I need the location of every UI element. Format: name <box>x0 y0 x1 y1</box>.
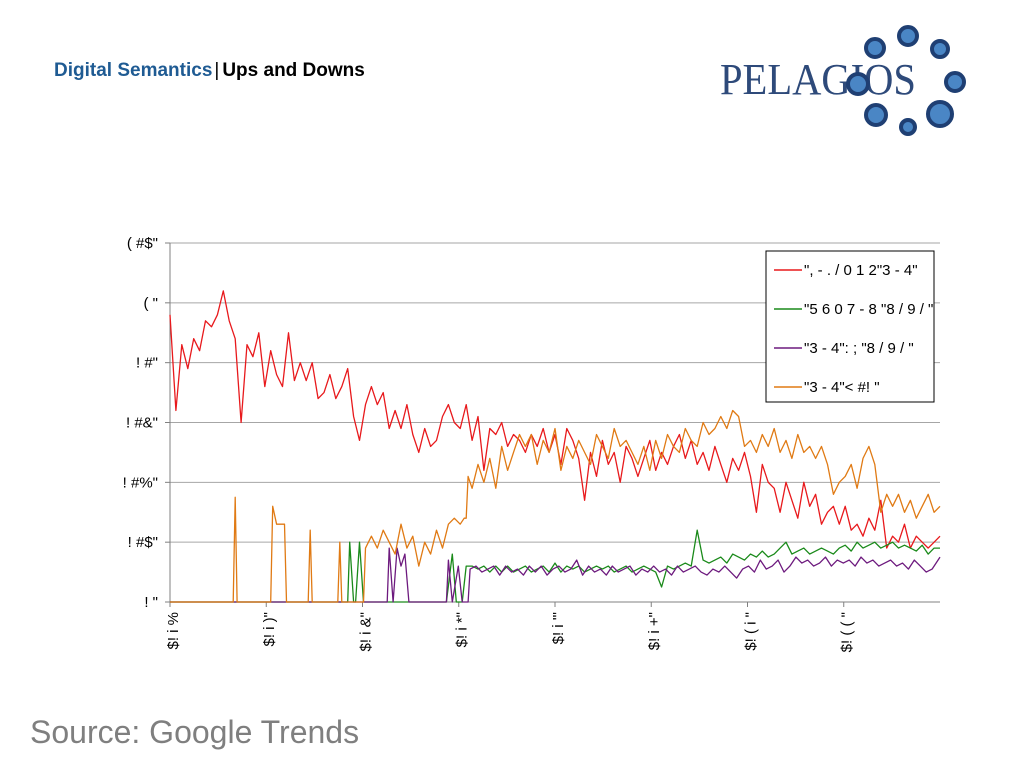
logo-text: PELAGIOS <box>720 55 916 104</box>
logo-circle <box>846 72 870 96</box>
series-line-0 <box>169 290 941 549</box>
legend-label: ", - . / 0 1 2"3 - 4" <box>804 262 918 279</box>
y-tick-label: ! #$" <box>128 534 158 551</box>
x-tick-label: $! i '" <box>550 612 567 644</box>
series-lines <box>169 290 941 603</box>
legend-label: "3 - 4"< #! " <box>804 379 880 396</box>
y-tick-label: ! " <box>144 594 158 611</box>
logo-circle <box>899 118 917 136</box>
logo-circle <box>864 37 886 59</box>
x-tick-label: $! i % <box>165 612 182 650</box>
logo-circle <box>897 25 919 47</box>
x-tick-label: $! ( i " <box>742 612 759 651</box>
chart-legend: ", - . / 0 1 2"3 - 4" "5 6 0 7 - 8 "8 / 9… <box>765 250 935 403</box>
logo-circle <box>930 39 950 59</box>
slide-title: Digital Semantics | Ups and Downs <box>54 60 365 82</box>
x-tick-labels: $! i % $! i )" $! i &" $! i *" $! i '" $! i +… <box>165 612 856 652</box>
legend-box <box>765 250 935 403</box>
series-line-3 <box>170 409 941 603</box>
y-tick-label: ! #&" <box>126 415 158 432</box>
x-tick-label: $! i )" <box>261 612 278 647</box>
y-tick-label: ( #$" <box>127 235 158 252</box>
legend-label: "5 6 0 7 - 8 "8 / 9 / " <box>804 301 933 318</box>
y-tick-label: ! #" <box>136 355 158 372</box>
title-part2: Ups and Downs <box>222 60 365 81</box>
x-tick-label: $! i +" <box>646 612 663 650</box>
y-tick-label: ( " <box>144 295 159 312</box>
x-tick-label: $! i *" <box>454 612 471 647</box>
y-tick-label: ! #%" <box>123 474 158 491</box>
series-line-1 <box>170 529 940 603</box>
series-line-2 <box>170 547 941 603</box>
logo-circle <box>864 103 888 127</box>
logo-circle <box>944 71 966 93</box>
legend-label: "3 - 4": ; "8 / 9 / " <box>804 340 914 357</box>
title-separator: | <box>214 60 220 81</box>
title-part1: Digital Semantics <box>54 60 213 81</box>
y-tick-labels: ! " ! #$" ! #%" ! #&" ! #" ( " ( #$" <box>123 235 158 611</box>
source-note: Source: Google Trends <box>30 714 360 750</box>
logo-circle-ring <box>846 25 966 136</box>
x-tick-label: $! i &" <box>357 612 374 652</box>
x-tick-label: $! ( ( " <box>839 612 856 652</box>
logo-circle <box>926 100 954 128</box>
pelagios-logo: PELAGIOS <box>720 25 966 136</box>
